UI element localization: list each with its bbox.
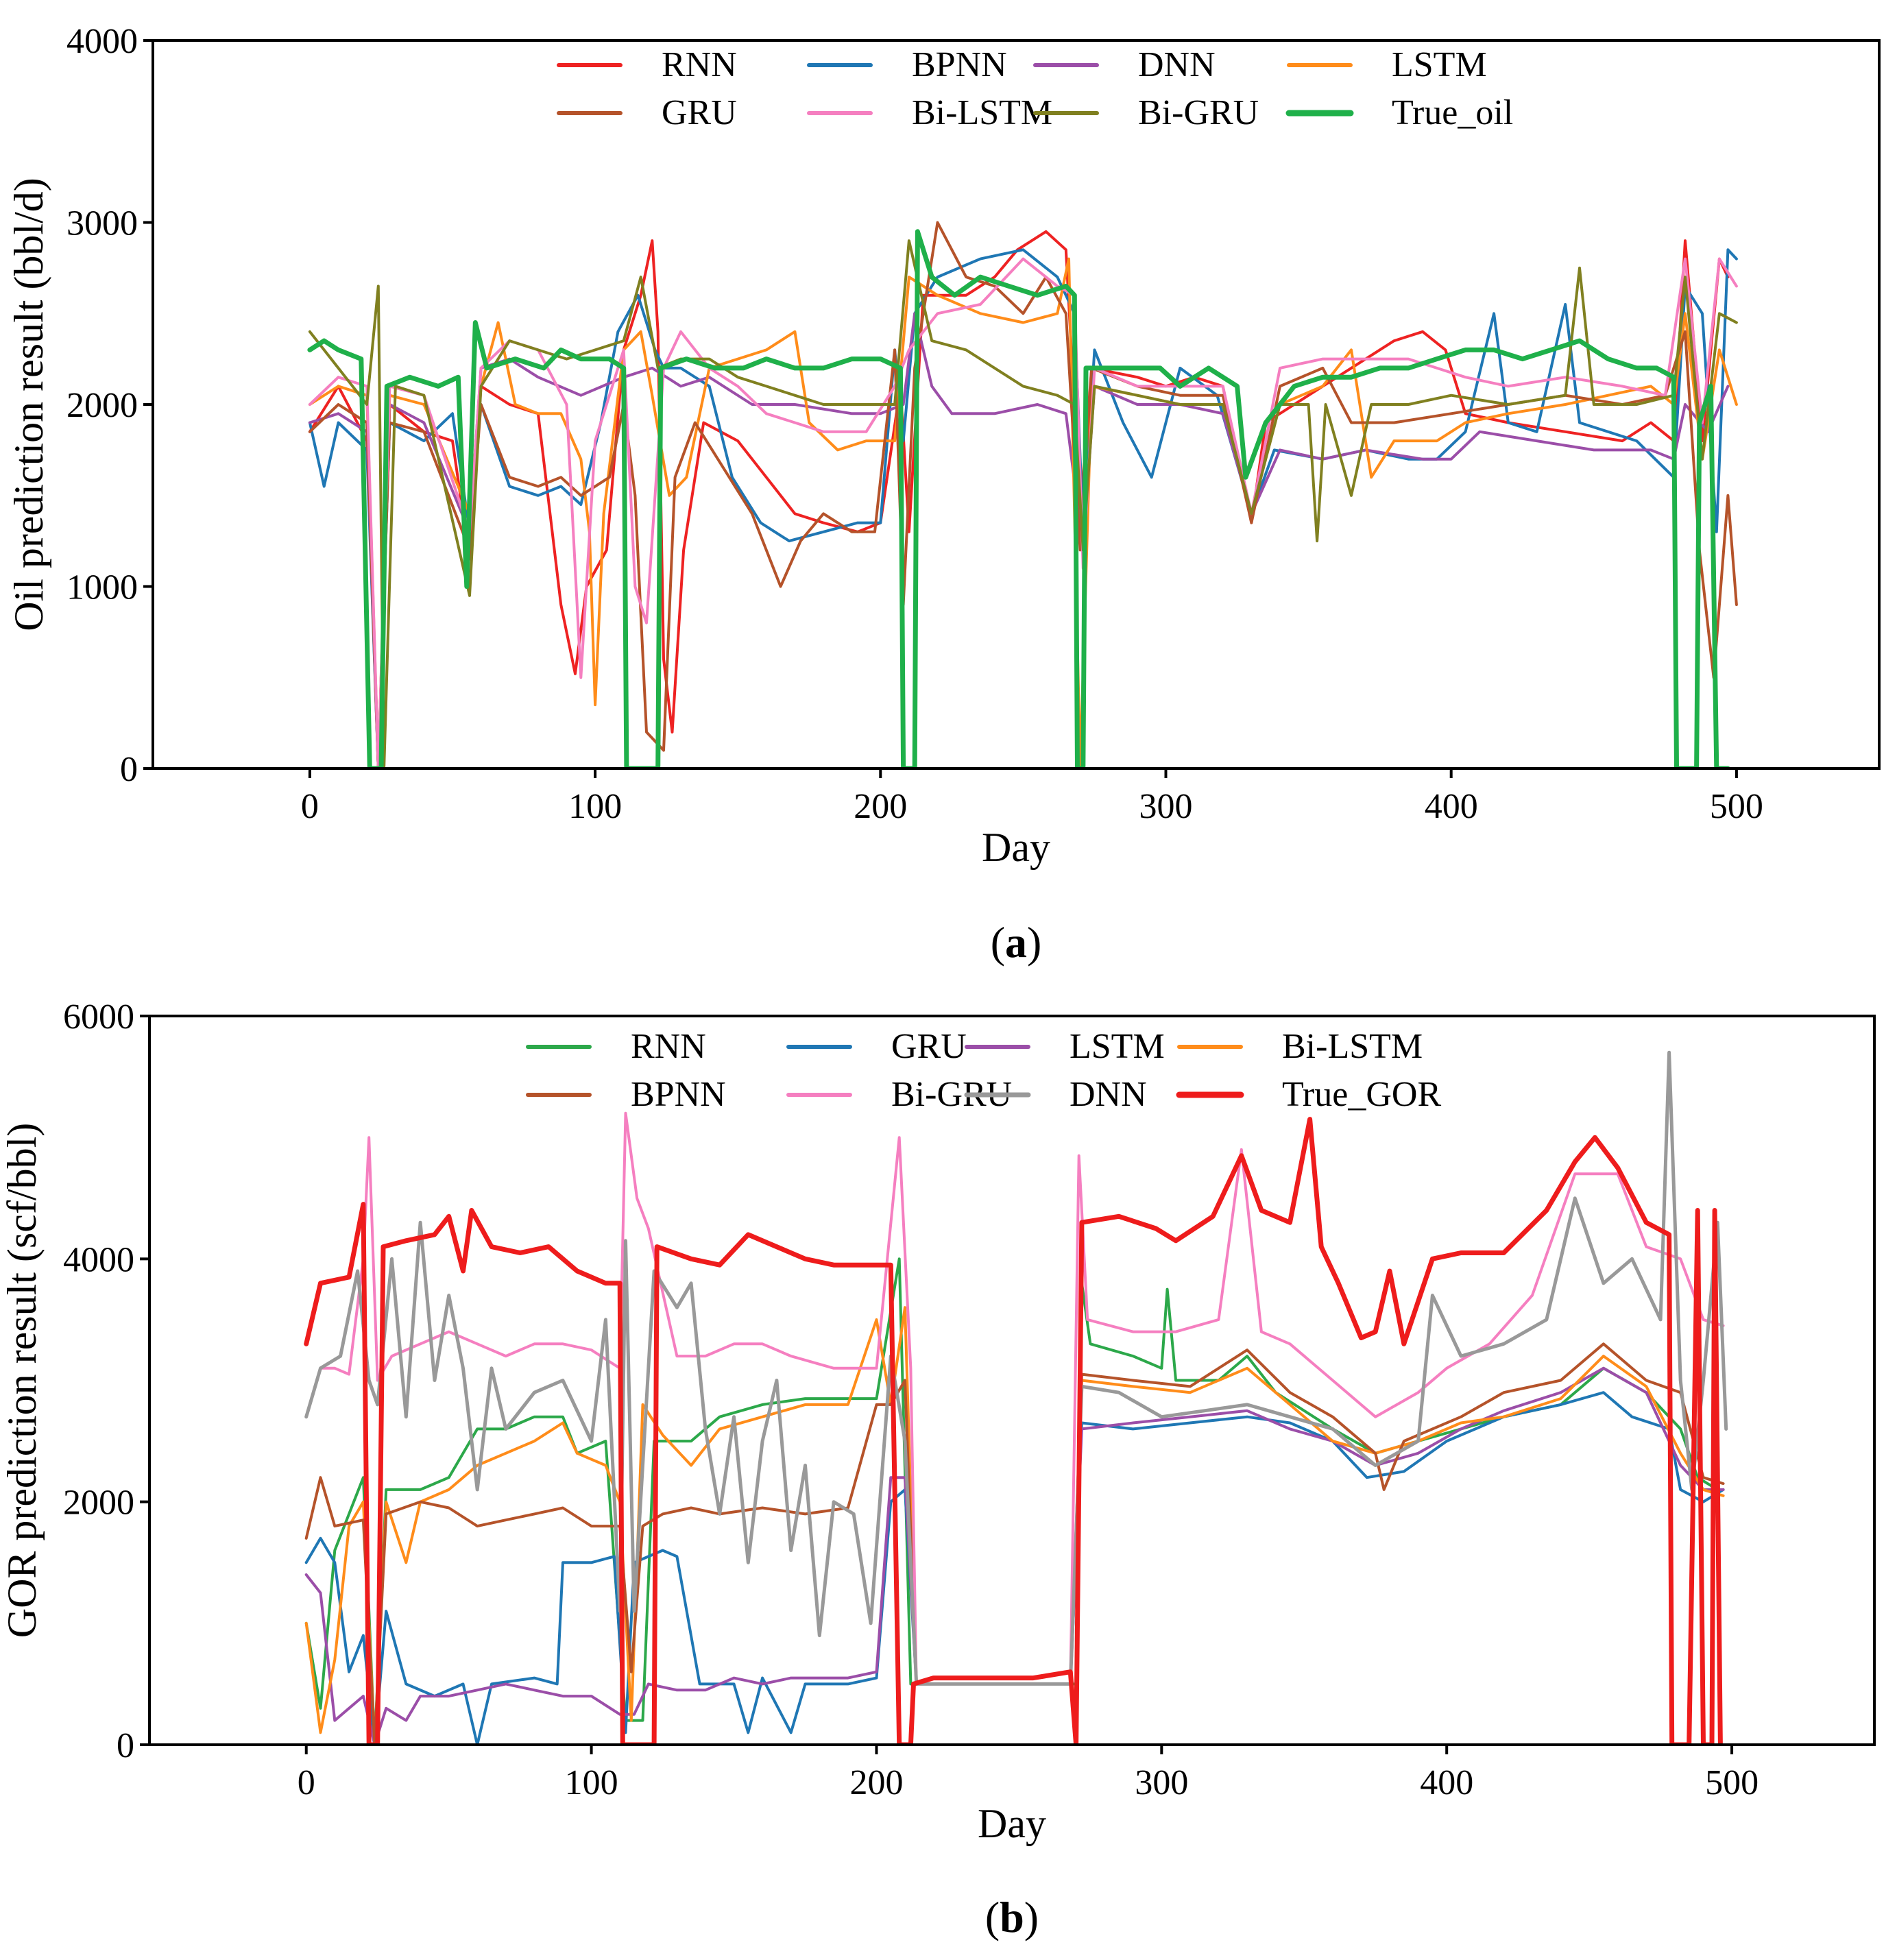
legend-item: Bi-LSTM bbox=[1177, 1027, 1423, 1066]
y-tick-label: 6000 bbox=[63, 997, 134, 1037]
x-tick-label: 300 bbox=[1139, 787, 1193, 826]
x-tick-label: 0 bbox=[298, 1763, 315, 1802]
series-line-rnn bbox=[308, 230, 1730, 769]
series-group bbox=[307, 221, 1738, 769]
series-line-lstm bbox=[308, 257, 1738, 769]
legend-item: DNN bbox=[1033, 45, 1216, 84]
legend-label: GRU bbox=[891, 1027, 967, 1066]
caption-letter: a bbox=[1005, 918, 1027, 967]
y-tick-label: 0 bbox=[117, 1726, 134, 1765]
y-tick-label: 2000 bbox=[67, 386, 138, 425]
y-tick-label: 4000 bbox=[63, 1240, 134, 1279]
series-line-bpnn bbox=[304, 1342, 1725, 1745]
y-axis-label: Oil prediction result (bbl/d) bbox=[6, 178, 51, 631]
legend-label: DNN bbox=[1138, 45, 1216, 84]
series-line-true-gor bbox=[304, 1117, 1723, 1745]
caption-close: ) bbox=[1024, 1893, 1039, 1941]
legend-label: Bi-LSTM bbox=[912, 93, 1052, 132]
series-line-bpnn bbox=[308, 248, 1738, 769]
legend-label: DNN bbox=[1070, 1075, 1147, 1114]
chart-panel-b: 0 100 200 300 400 500 0 2000 4000 6000 Day GOR pred… bbox=[0, 997, 1876, 1941]
x-tick-label: 200 bbox=[854, 787, 907, 826]
series-line-gru bbox=[308, 221, 1738, 769]
legend-item: Bi-LSTM bbox=[807, 93, 1052, 132]
y-tick-label: 2000 bbox=[63, 1484, 134, 1523]
legend-label: Bi-LSTM bbox=[1282, 1027, 1423, 1066]
legend-item: GRU bbox=[786, 1027, 967, 1066]
y-tick-label: 3000 bbox=[67, 204, 138, 243]
legend-label: LSTM bbox=[1070, 1027, 1165, 1066]
series-line-bi-gru bbox=[304, 1111, 1725, 1686]
series-line-gru bbox=[304, 1391, 1725, 1745]
caption-open: ( bbox=[985, 1893, 1000, 1941]
legend-label: True_oil bbox=[1392, 93, 1513, 132]
series-line-dnn bbox=[308, 312, 1730, 769]
legend-item: GRU bbox=[557, 93, 737, 132]
y-axis-label: GOR prediction result (scf/bbl) bbox=[0, 1123, 45, 1638]
plot-frame bbox=[148, 1015, 1876, 1746]
panel-caption: (b) bbox=[985, 1893, 1039, 1941]
x-tick-label: 400 bbox=[1420, 1763, 1473, 1802]
x-tick-label: 200 bbox=[849, 1763, 903, 1802]
series-line-true-oil bbox=[307, 229, 1730, 769]
legend-item: BPNN bbox=[807, 45, 1007, 84]
legend-label: LSTM bbox=[1392, 45, 1487, 84]
legend-item: RNN bbox=[526, 1027, 706, 1066]
series-line-lstm bbox=[304, 1366, 1725, 1745]
legend-item: RNN bbox=[557, 45, 737, 84]
x-axis-label: Day bbox=[982, 825, 1050, 870]
panel-caption: (a) bbox=[991, 918, 1042, 967]
legend-label: RNN bbox=[631, 1027, 706, 1066]
x-tick-label: 300 bbox=[1135, 1763, 1188, 1802]
y-tick-label: 4000 bbox=[67, 22, 138, 61]
legend-label: BPNN bbox=[912, 45, 1007, 84]
series-line-rnn bbox=[304, 1257, 1719, 1745]
legend-label: BPNN bbox=[631, 1075, 726, 1114]
chart-panel-a: 0 100 200 300 400 500 0 1000 2000 3000 4000 Day Oil … bbox=[6, 22, 1881, 967]
legend-label: True_GOR bbox=[1282, 1075, 1441, 1114]
legend-item: True_GOR bbox=[1176, 1075, 1441, 1114]
series-line-dnn bbox=[304, 1050, 1728, 1686]
x-tick-label: 100 bbox=[565, 1763, 618, 1802]
legend-item: True_oil bbox=[1285, 93, 1513, 132]
x-tick-label: 0 bbox=[301, 787, 319, 826]
series-line-bi-gru bbox=[308, 239, 1738, 769]
x-tick-label: 400 bbox=[1425, 787, 1478, 826]
legend-item: Bi-GRU bbox=[1033, 93, 1259, 132]
legend-item: LSTM bbox=[965, 1027, 1165, 1066]
y-tick-label: 1000 bbox=[67, 568, 138, 607]
legend-item: LSTM bbox=[1287, 45, 1487, 84]
legend-label: Bi-GRU bbox=[1138, 93, 1259, 132]
x-axis-label: Day bbox=[978, 1801, 1046, 1846]
caption-letter: b bbox=[1000, 1893, 1024, 1941]
x-tick-label: 500 bbox=[1710, 787, 1763, 826]
legend-item: BPNN bbox=[526, 1075, 726, 1114]
x-tick-label: 100 bbox=[568, 787, 622, 826]
legend-item: DNN bbox=[964, 1075, 1147, 1114]
series-group bbox=[304, 1050, 1728, 1745]
legend-label: GRU bbox=[662, 93, 737, 132]
legend-label: RNN bbox=[662, 45, 737, 84]
caption-open: ( bbox=[991, 918, 1005, 967]
x-tick-label: 500 bbox=[1705, 1763, 1759, 1802]
series-line-bi-lstm bbox=[308, 257, 1738, 769]
series-line-bi-lstm bbox=[304, 1306, 1725, 1745]
caption-close: ) bbox=[1027, 918, 1041, 967]
y-tick-label: 0 bbox=[120, 750, 138, 789]
